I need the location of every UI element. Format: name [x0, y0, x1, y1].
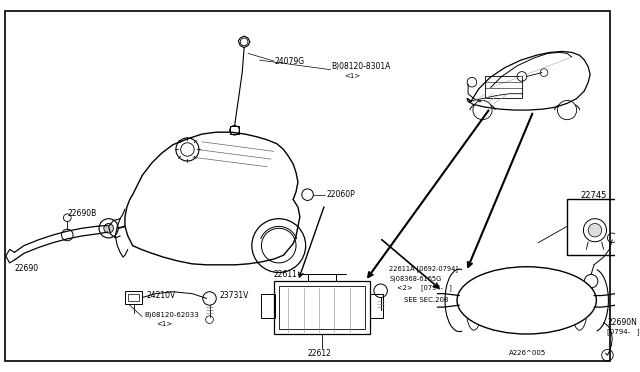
Text: 22611A [0692-0794]: 22611A [0692-0794] — [389, 265, 458, 272]
Bar — [370, 294, 383, 318]
Text: B)08120-8301A: B)08120-8301A — [332, 62, 391, 71]
Bar — [128, 294, 140, 301]
Circle shape — [180, 143, 194, 156]
Circle shape — [588, 224, 602, 237]
Text: 22611: 22611 — [274, 270, 298, 279]
Circle shape — [584, 219, 607, 242]
Bar — [279, 286, 365, 329]
Text: <2>    [0794-   ]: <2> [0794- ] — [397, 285, 452, 291]
Circle shape — [99, 219, 118, 238]
Text: 22060P: 22060P — [327, 190, 356, 199]
Bar — [261, 294, 275, 318]
Circle shape — [261, 228, 296, 263]
Text: 22690B: 22690B — [67, 209, 97, 218]
Text: A226^005: A226^005 — [509, 350, 547, 356]
Ellipse shape — [457, 267, 596, 334]
Circle shape — [557, 100, 577, 120]
Text: 22745: 22745 — [580, 191, 607, 200]
Circle shape — [176, 138, 199, 161]
Circle shape — [473, 100, 492, 120]
Bar — [567, 199, 623, 255]
Text: B)08120-62033: B)08120-62033 — [144, 311, 199, 318]
Text: 22612: 22612 — [308, 349, 332, 358]
Text: 23731V: 23731V — [219, 291, 248, 300]
Bar — [274, 281, 370, 334]
Text: <1>: <1> — [344, 73, 360, 80]
Text: 22690: 22690 — [15, 264, 38, 273]
Text: S)08368-6165G: S)08368-6165G — [389, 275, 442, 282]
Circle shape — [104, 224, 113, 233]
Text: SEE SEC.208: SEE SEC.208 — [404, 297, 448, 304]
Text: 24079G: 24079G — [275, 57, 305, 65]
Bar — [125, 291, 142, 304]
Bar — [230, 126, 239, 134]
Bar — [485, 76, 522, 97]
Text: 24210V: 24210V — [146, 291, 175, 300]
Text: 22690N: 22690N — [607, 318, 637, 327]
Circle shape — [252, 219, 306, 273]
Text: <1>: <1> — [157, 321, 173, 327]
Text: [0794-   ]: [0794- ] — [607, 329, 640, 336]
